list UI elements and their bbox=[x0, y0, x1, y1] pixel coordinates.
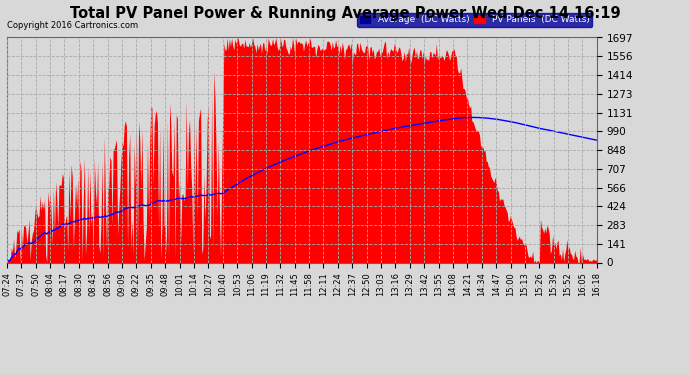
Text: Copyright 2016 Cartronics.com: Copyright 2016 Cartronics.com bbox=[7, 21, 138, 30]
Legend: Average  (DC Watts), PV Panels  (DC Watts): Average (DC Watts), PV Panels (DC Watts) bbox=[357, 13, 592, 27]
Text: Total PV Panel Power & Running Average Power Wed Dec 14 16:19: Total PV Panel Power & Running Average P… bbox=[70, 6, 620, 21]
